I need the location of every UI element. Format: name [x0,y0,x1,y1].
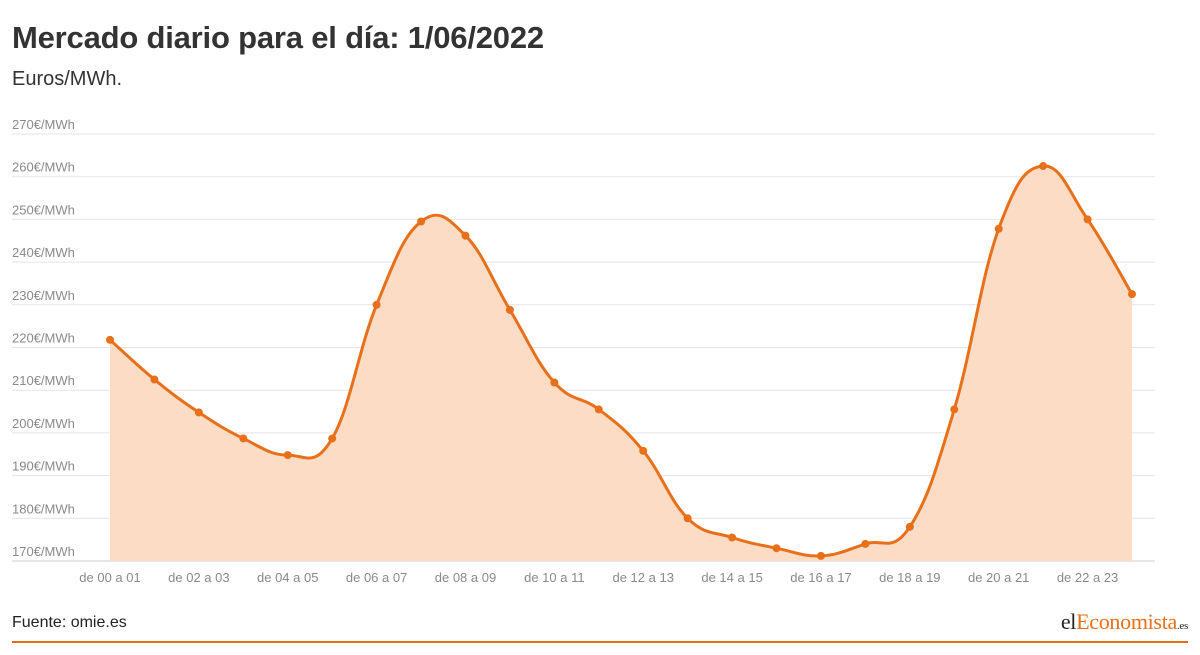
y-tick-label: 260€/MWh [12,160,75,175]
y-tick-label: 270€/MWh [12,117,75,132]
data-point [505,305,514,314]
y-tick-label: 240€/MWh [12,245,75,260]
data-point [283,451,292,460]
chart-subtitle: Euros/MWh. [12,68,123,90]
area-chart: 170€/MWh 180€/MWh 190€/MWh 200€/MWh 210€/MWh… [12,117,1155,585]
data-point [328,434,337,443]
data-point [417,217,426,226]
source-note: Fuente: omie.es [12,614,127,631]
chart-title: Mercado diario para el día: 1/06/2022 [12,20,544,55]
x-tick-label: de 16 a 17 [790,570,851,585]
data-point [728,533,737,542]
data-point [950,405,959,414]
y-tick-label: 200€/MWh [12,416,75,431]
y-axis-labels: 170€/MWh 180€/MWh 190€/MWh 200€/MWh 210€/MWh… [12,117,75,559]
data-point [106,335,114,344]
x-tick-label: de 04 a 05 [257,570,318,585]
x-tick-label: de 06 a 07 [346,570,407,585]
data-point [150,375,159,384]
data-point [816,551,825,560]
data-point [905,522,914,531]
logo-text-economista: Economista [1076,609,1177,634]
y-tick-label: 230€/MWh [12,288,75,303]
area-fill [110,165,1132,562]
data-point [861,539,870,548]
x-tick-label: de 10 a 11 [524,570,584,585]
y-tick-label: 210€/MWh [12,373,75,388]
data-point [683,514,692,523]
x-tick-label: de 00 a 01 [79,570,140,585]
x-tick-label: de 02 a 03 [168,570,229,585]
x-axis-labels: de 00 a 01 de 02 a 03 de 04 a 05 de 06 a 07… [79,570,1118,585]
x-tick-label: de 12 a 13 [612,570,673,585]
y-tick-label: 170€/MWh [12,544,75,559]
x-tick-label: de 22 a 23 [1057,570,1118,585]
logo-text-el: el [1060,609,1077,634]
x-tick-label: de 08 a 09 [435,570,496,585]
series-line [109,164,1134,558]
chart-points [106,162,1136,560]
x-tick-label: de 14 a 15 [701,570,762,585]
data-point [994,224,1003,233]
data-point [461,231,470,240]
data-point [594,405,603,414]
y-tick-label: 250€/MWh [12,202,75,217]
y-tick-label: 190€/MWh [12,459,75,474]
chart-line-layer [109,164,1134,558]
logo-text-tld: .es [1176,620,1188,632]
data-point [239,434,248,443]
brand-logo: elEconomista.es [1061,609,1188,635]
data-point [550,378,559,387]
data-point [772,544,781,553]
data-point [1128,290,1136,299]
y-tick-label: 180€/MWh [12,501,75,516]
data-point [1083,215,1092,224]
data-point [1039,162,1048,171]
x-tick-label: de 20 a 21 [968,570,1029,585]
data-point [372,300,381,309]
data-point [194,408,203,417]
data-point [639,446,648,455]
chart-area-layer [110,165,1132,562]
x-tick-label: de 18 a 19 [879,570,940,585]
footer-divider [12,641,1188,643]
y-tick-label: 220€/MWh [12,331,75,346]
